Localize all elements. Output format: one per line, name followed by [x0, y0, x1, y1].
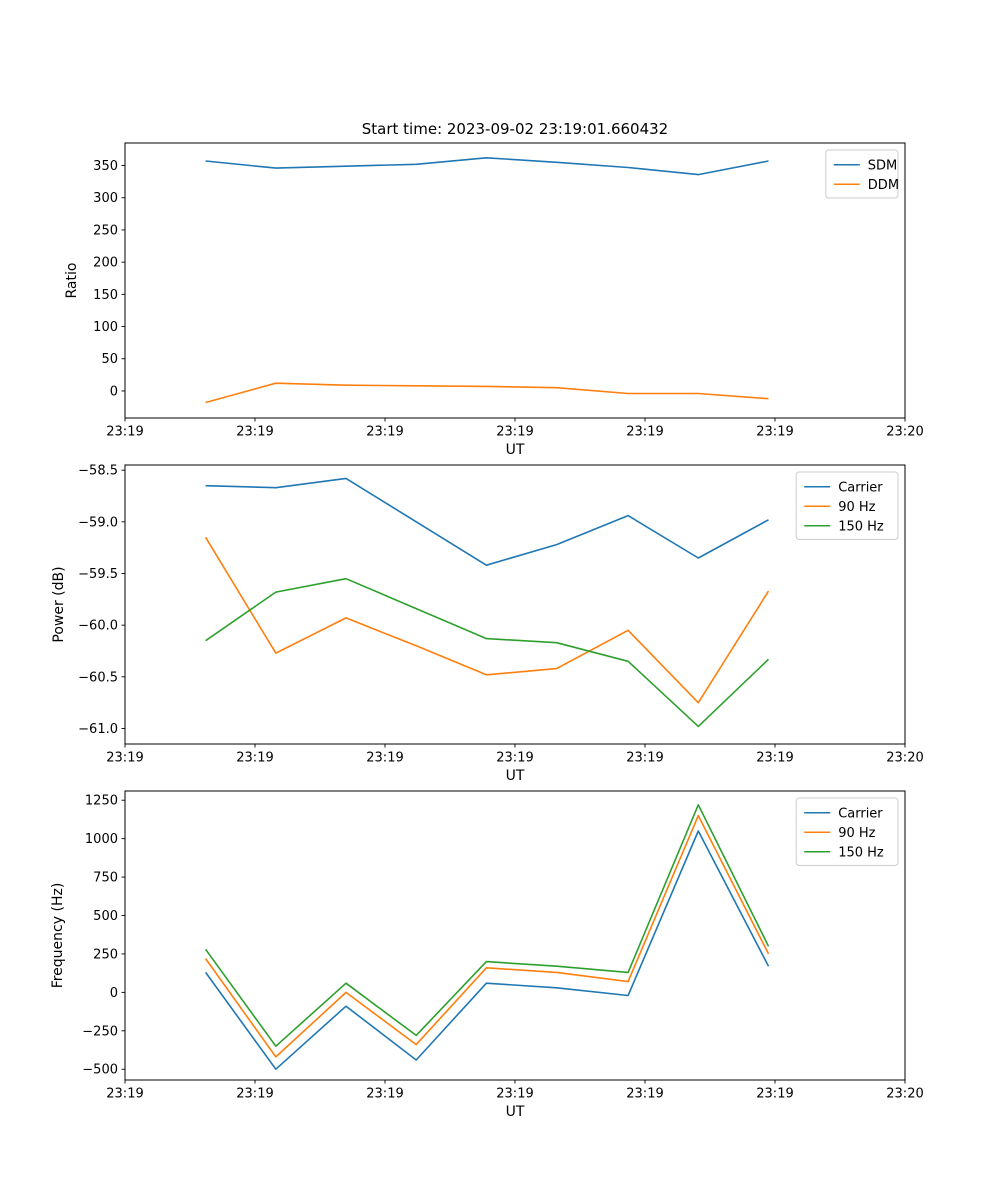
- y-tick-label: 1000: [85, 832, 118, 847]
- y-tick-label: −60.5: [78, 670, 118, 685]
- x-tick-label: 23:19: [106, 425, 143, 440]
- y-tick-label: 250: [93, 947, 118, 962]
- x-tick-label: 23:19: [236, 425, 273, 440]
- ratio-plot: 23:19 23:19 23:19 23:19 23:19 23:19 23:20 0 50 10…: [64, 142, 924, 458]
- y-tick-label: 300: [93, 191, 118, 206]
- legend-box: [825, 149, 899, 199]
- y-tick-label: 350: [93, 159, 118, 174]
- y-tick-label: 150: [93, 288, 118, 303]
- x-tick-label: 23:19: [496, 425, 533, 440]
- series-line-150-hz: [205, 577, 770, 728]
- y-tick-label: −500: [82, 1063, 118, 1078]
- legend-box: [795, 797, 899, 866]
- x-tick-label: 23:20: [886, 751, 923, 766]
- axes-frame: [124, 790, 906, 1081]
- x-tick-label: 23:19: [236, 751, 273, 766]
- x-tick-label: 23:19: [496, 751, 533, 766]
- x-tick-label: 23:19: [756, 425, 793, 440]
- y-tick-label: −61.0: [78, 722, 118, 737]
- x-tick-label: 23:19: [756, 1087, 793, 1102]
- y-tick-label: 1250: [85, 794, 118, 809]
- series-line-ddm: [205, 382, 769, 404]
- series-line-90-hz: [204, 536, 770, 704]
- legend-label: 150 Hz: [838, 845, 884, 860]
- legend-label: DDM: [868, 178, 899, 193]
- x-tick-label: 23:19: [756, 751, 793, 766]
- y-tick-label: −60.0: [78, 619, 118, 634]
- x-tick-label: 23:19: [106, 1087, 143, 1102]
- y-tick-label: −58.5: [78, 464, 118, 479]
- y-tick-label: 750: [93, 871, 118, 886]
- y-tick-label: 200: [93, 256, 118, 271]
- legend-label: Carrier: [838, 480, 883, 495]
- legend-label: 150 Hz: [838, 519, 884, 534]
- x-tick-label: 23:19: [626, 425, 663, 440]
- y-tick-label: 500: [93, 909, 118, 924]
- y-axis-label: Frequency (Hz): [50, 883, 66, 989]
- frequency-plot: 23:19 23:19 23:19 23:19 23:19 23:19 23:20 −500 −…: [50, 790, 924, 1120]
- legend-label: 90 Hz: [838, 826, 875, 841]
- y-tick-label: 0: [110, 986, 118, 1001]
- x-axis-label: UT: [506, 768, 525, 784]
- series-line-150-hz: [204, 803, 770, 1047]
- power-plot: 23:19 23:19 23:19 23:19 23:19 23:19 23:20 −58.5…: [51, 464, 924, 784]
- y-axis-label: Ratio: [64, 263, 80, 299]
- x-tick-label: 23:19: [366, 1087, 403, 1102]
- x-tick-label: 23:20: [886, 1087, 923, 1102]
- x-tick-label: 23:19: [626, 751, 663, 766]
- x-tick-label: 23:19: [366, 751, 403, 766]
- series-line-sdm: [205, 157, 769, 176]
- series-line-90-hz: [204, 814, 770, 1058]
- y-tick-label: 0: [110, 384, 118, 399]
- y-tick-label: −250: [82, 1024, 118, 1039]
- legend-label: 90 Hz: [838, 500, 875, 515]
- legend-label: Carrier: [838, 806, 883, 821]
- y-tick-label: −59.5: [78, 567, 118, 582]
- series-line-carrier: [205, 477, 769, 567]
- y-tick-label: −59.0: [78, 515, 118, 530]
- legend-box: [795, 471, 899, 540]
- x-tick-label: 23:19: [366, 425, 403, 440]
- x-axis-label: UT: [506, 1104, 525, 1120]
- x-tick-label: 23:20: [886, 425, 923, 440]
- x-axis-label: UT: [506, 442, 525, 458]
- series-line-carrier: [204, 830, 770, 1070]
- axes-frame: [124, 142, 906, 419]
- figure-title: Start time: 2023-09-02 23:19:01.660432: [361, 120, 669, 138]
- y-axis-label: Power (dB): [51, 566, 67, 642]
- y-tick-label: 250: [93, 223, 118, 238]
- x-tick-label: 23:19: [626, 1087, 663, 1102]
- x-tick-label: 23:19: [236, 1087, 273, 1102]
- axes-frame: [124, 464, 906, 745]
- y-tick-label: 50: [101, 352, 118, 367]
- x-tick-label: 23:19: [106, 751, 143, 766]
- y-tick-label: 100: [93, 320, 118, 335]
- x-tick-label: 23:19: [496, 1087, 533, 1102]
- legend-label: SDM: [868, 158, 897, 173]
